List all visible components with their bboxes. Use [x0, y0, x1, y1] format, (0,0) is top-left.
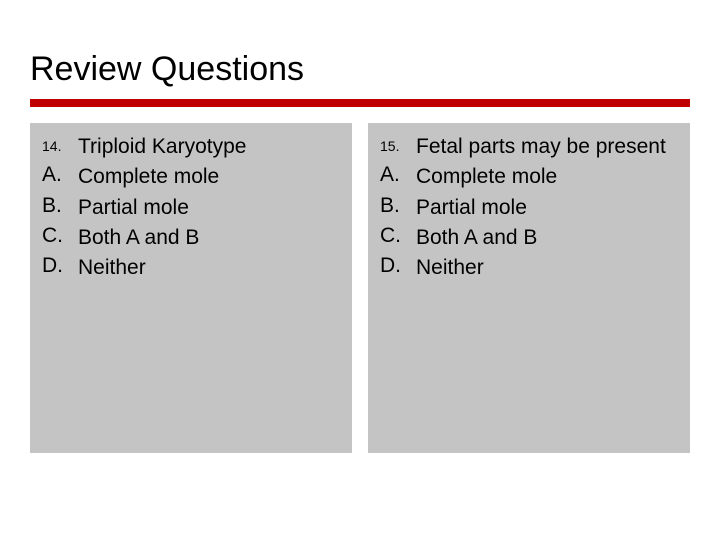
option-text: Neither	[416, 254, 484, 282]
question-columns: 14. Triploid Karyotype A. Complete mole …	[30, 123, 690, 453]
option-row: A. Complete mole	[380, 163, 678, 191]
option-row: A. Complete mole	[42, 163, 340, 191]
option-text: Both A and B	[78, 224, 199, 252]
question-prompt: 14. Triploid Karyotype	[42, 133, 340, 161]
option-text: Partial mole	[78, 194, 189, 222]
question-column-left: 14. Triploid Karyotype A. Complete mole …	[30, 123, 352, 453]
option-row: C. Both A and B	[42, 224, 340, 252]
option-row: D. Neither	[380, 254, 678, 282]
option-text: Both A and B	[416, 224, 537, 252]
option-label: D.	[42, 254, 78, 278]
question-prompt: 15. Fetal parts may be present	[380, 133, 678, 161]
option-text: Complete mole	[416, 163, 557, 191]
option-label: B.	[42, 194, 78, 218]
question-column-right: 15. Fetal parts may be present A. Comple…	[368, 123, 690, 453]
option-label: C.	[42, 224, 78, 248]
question-text: Fetal parts may be present	[416, 133, 666, 161]
option-row: B. Partial mole	[380, 194, 678, 222]
option-text: Complete mole	[78, 163, 219, 191]
question-number: 14.	[42, 133, 78, 154]
option-label: C.	[380, 224, 416, 248]
option-label: D.	[380, 254, 416, 278]
option-row: C. Both A and B	[380, 224, 678, 252]
question-text: Triploid Karyotype	[78, 133, 246, 161]
option-text: Neither	[78, 254, 146, 282]
question-number: 15.	[380, 133, 416, 154]
option-text: Partial mole	[416, 194, 527, 222]
option-label: B.	[380, 194, 416, 218]
option-label: A.	[42, 163, 78, 187]
accent-bar	[30, 99, 690, 107]
option-label: A.	[380, 163, 416, 187]
page-title: Review Questions	[30, 50, 690, 89]
option-row: D. Neither	[42, 254, 340, 282]
option-row: B. Partial mole	[42, 194, 340, 222]
